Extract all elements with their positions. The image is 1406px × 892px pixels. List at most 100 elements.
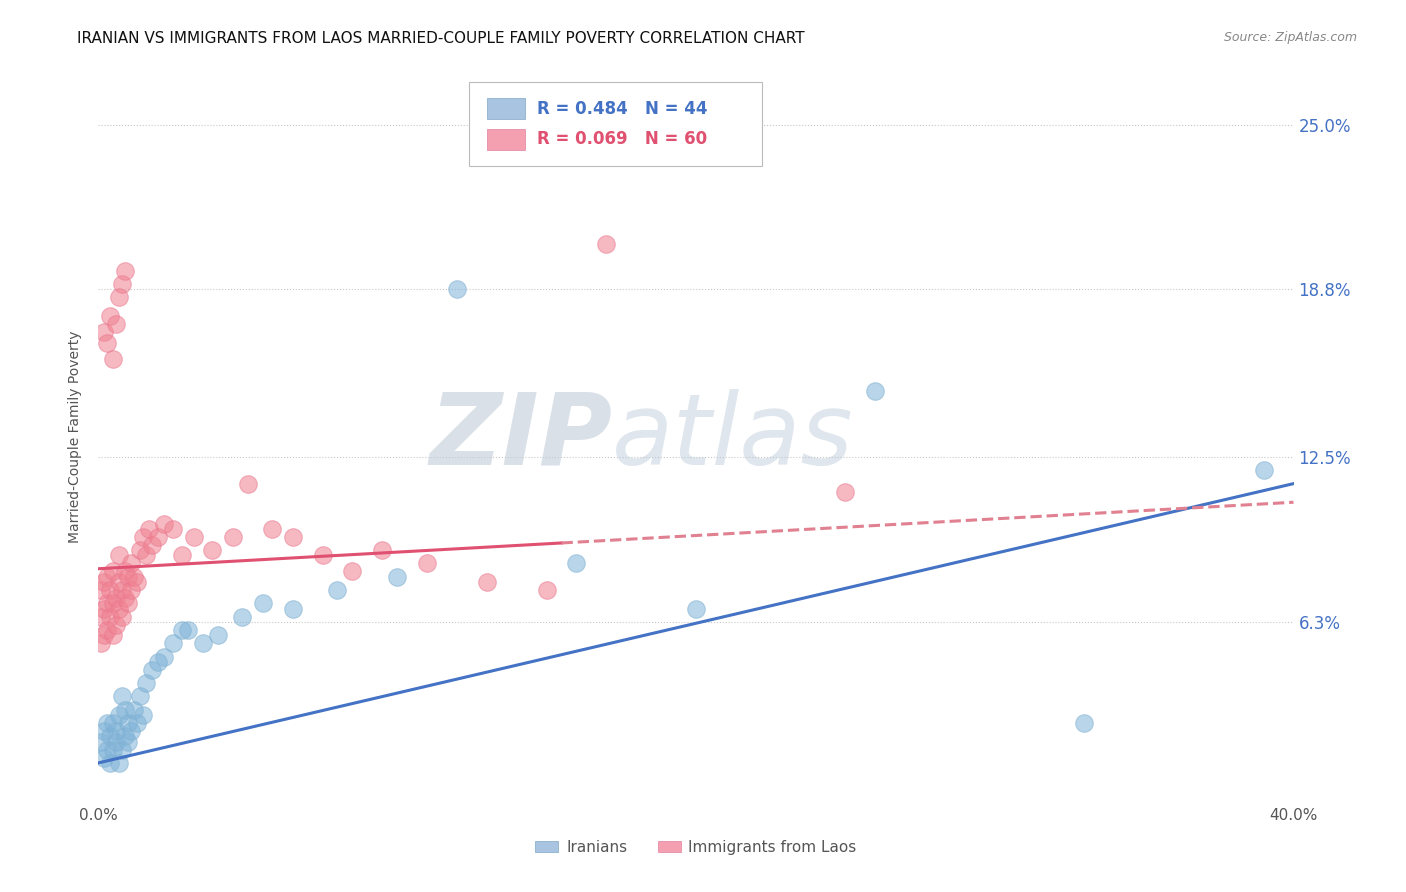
Point	[108, 708, 131, 723]
Point	[108, 549, 131, 563]
Point	[153, 516, 176, 531]
Point	[141, 538, 163, 552]
Point	[98, 309, 122, 323]
Text: Source: ZipAtlas.com: Source: ZipAtlas.com	[1223, 31, 1357, 45]
FancyBboxPatch shape	[486, 129, 524, 150]
Point	[105, 591, 128, 605]
Point	[90, 582, 112, 597]
Point	[252, 596, 274, 610]
Point	[117, 596, 139, 610]
Point	[93, 325, 115, 339]
Point	[148, 530, 170, 544]
Point	[93, 750, 115, 764]
Point	[162, 522, 184, 536]
Point	[138, 522, 160, 536]
Point	[111, 277, 134, 292]
Point	[96, 570, 118, 584]
Point	[111, 609, 134, 624]
Point	[98, 729, 122, 743]
Text: atlas: atlas	[613, 389, 853, 485]
Point	[326, 582, 349, 597]
Point	[98, 609, 122, 624]
Point	[120, 582, 142, 597]
Point	[129, 690, 152, 704]
Point	[108, 575, 131, 590]
Point	[90, 609, 112, 624]
Point	[124, 570, 146, 584]
Point	[1253, 463, 1275, 477]
Point	[153, 649, 176, 664]
Point	[135, 676, 157, 690]
Point	[1073, 716, 1095, 731]
Point	[565, 557, 588, 571]
Point	[132, 708, 155, 723]
Point	[105, 617, 128, 632]
Point	[103, 596, 125, 610]
Point	[98, 756, 122, 770]
Point	[105, 723, 128, 738]
Point	[148, 655, 170, 669]
Point	[114, 591, 136, 605]
Point	[103, 742, 125, 756]
Point	[96, 742, 118, 756]
Point	[311, 549, 333, 563]
Point	[96, 716, 118, 731]
Point	[183, 530, 205, 544]
Point	[108, 290, 131, 304]
Point	[117, 570, 139, 584]
Point	[127, 575, 149, 590]
Point	[90, 734, 112, 748]
Point	[120, 557, 142, 571]
Point	[124, 703, 146, 717]
Point	[536, 582, 558, 597]
Point	[141, 663, 163, 677]
Point	[93, 723, 115, 738]
Point	[281, 530, 304, 544]
Point	[111, 582, 134, 597]
Point	[114, 264, 136, 278]
Point	[98, 582, 122, 597]
Point	[117, 716, 139, 731]
Point	[172, 623, 194, 637]
Point	[93, 601, 115, 615]
Point	[111, 742, 134, 756]
Point	[475, 575, 498, 590]
FancyBboxPatch shape	[486, 98, 524, 119]
Point	[114, 703, 136, 717]
Point	[96, 596, 118, 610]
Point	[120, 723, 142, 738]
Point	[114, 565, 136, 579]
Text: R = 0.069   N = 60: R = 0.069 N = 60	[537, 130, 707, 148]
Point	[342, 565, 364, 579]
Point	[177, 623, 200, 637]
Point	[108, 601, 131, 615]
Point	[129, 543, 152, 558]
Point	[162, 636, 184, 650]
Point	[231, 609, 253, 624]
Point	[865, 384, 887, 398]
Point	[222, 530, 245, 544]
Point	[446, 283, 468, 297]
Text: R = 0.484   N = 44: R = 0.484 N = 44	[537, 100, 707, 118]
Point	[416, 557, 439, 571]
Point	[111, 690, 134, 704]
Text: IRANIAN VS IMMIGRANTS FROM LAOS MARRIED-COUPLE FAMILY POVERTY CORRELATION CHART: IRANIAN VS IMMIGRANTS FROM LAOS MARRIED-…	[77, 31, 806, 46]
Point	[93, 628, 115, 642]
FancyBboxPatch shape	[470, 82, 762, 167]
Point	[132, 530, 155, 544]
Point	[260, 522, 283, 536]
Point	[96, 335, 118, 350]
Text: ZIP: ZIP	[429, 389, 613, 485]
Point	[135, 549, 157, 563]
Point	[93, 575, 115, 590]
Point	[201, 543, 224, 558]
Point	[117, 734, 139, 748]
Point	[685, 601, 707, 615]
Point	[103, 628, 125, 642]
Y-axis label: Married-Couple Family Poverty: Married-Couple Family Poverty	[69, 331, 83, 543]
Point	[172, 549, 194, 563]
Point	[105, 734, 128, 748]
Point	[105, 317, 128, 331]
Point	[281, 601, 304, 615]
Point	[191, 636, 214, 650]
